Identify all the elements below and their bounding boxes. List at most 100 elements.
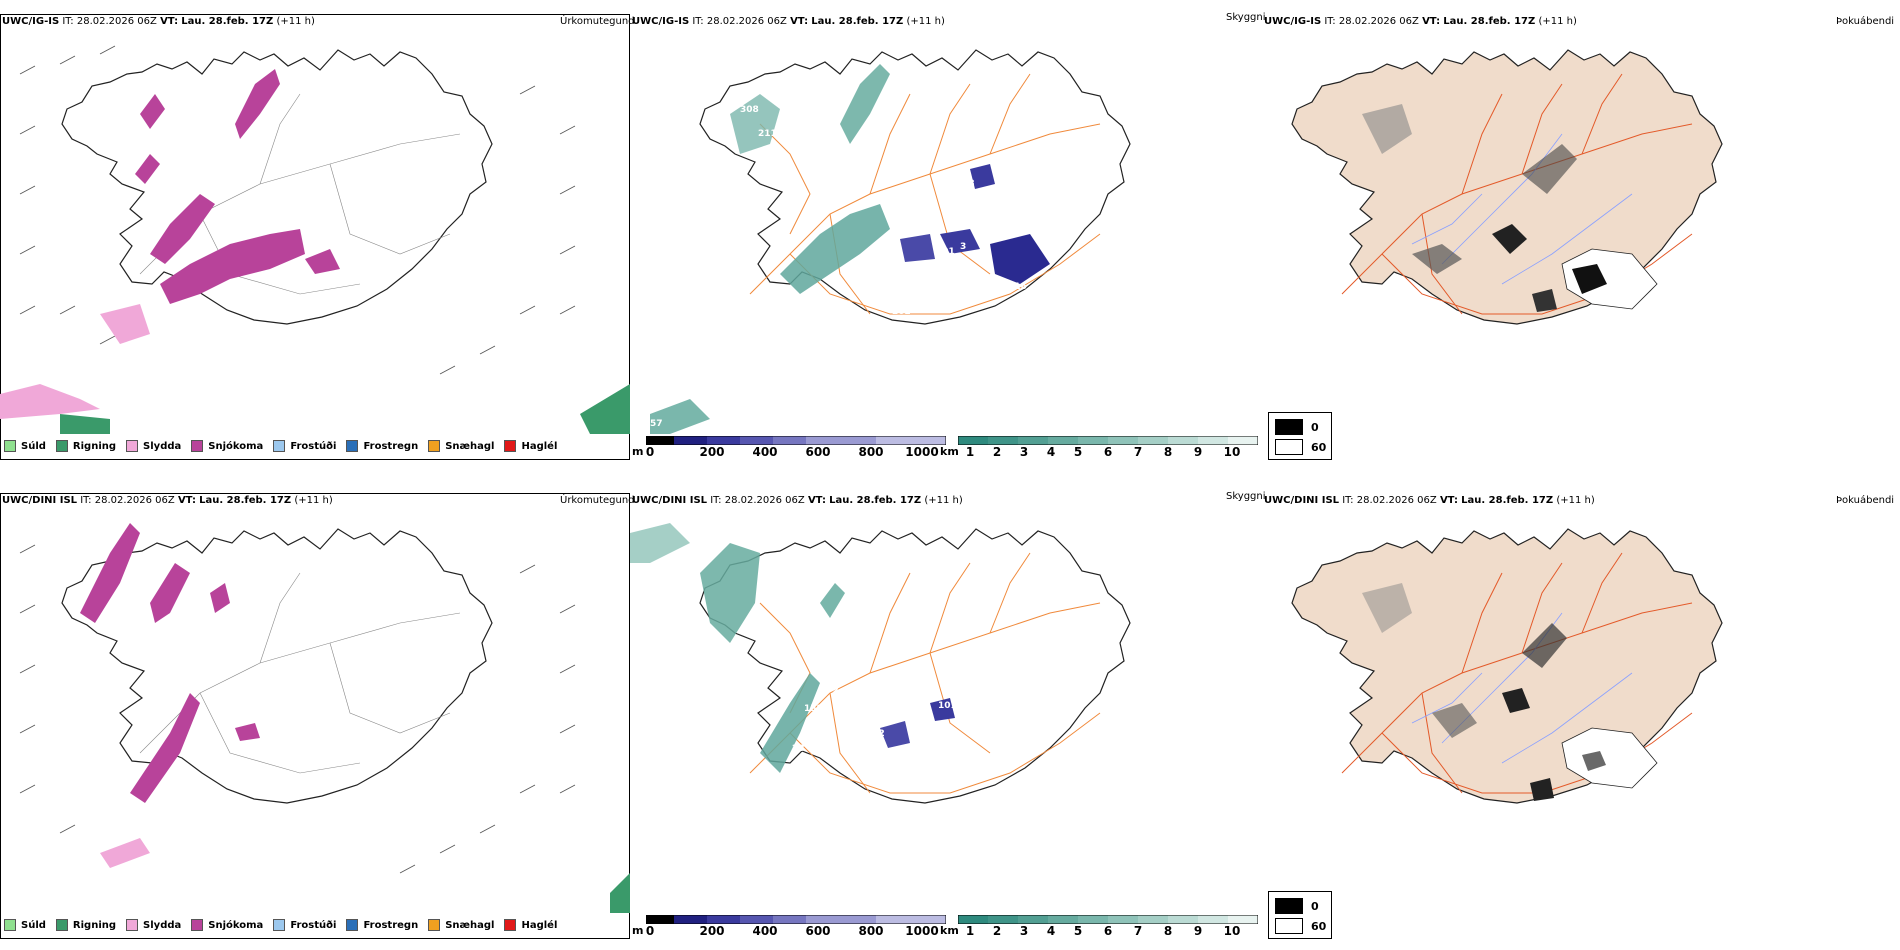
visibility-tick: 7 xyxy=(1133,924,1143,938)
legend-label: Snæhagl xyxy=(445,919,495,931)
panel-title: Úrkomutegund xyxy=(560,16,635,27)
legend-item: Haglél xyxy=(504,440,557,452)
legend-item: Haglél xyxy=(504,919,557,931)
ptype-frame xyxy=(0,14,630,460)
visibility-tick: 8 xyxy=(1163,924,1173,938)
ptype-legend: Súld Rigning Slydda Snjókoma Frostúði Fr… xyxy=(4,916,557,934)
cloud-label: 57 xyxy=(650,419,663,429)
visibility-tick: 7 xyxy=(1133,445,1143,459)
legend-label: Súld xyxy=(21,440,46,452)
cloud-labels: 233 308 211 380 35 302 113 101 3 269 280… xyxy=(650,83,1027,429)
legend-swatch xyxy=(4,440,16,452)
fog-map xyxy=(1291,528,1723,804)
cloud-label: 28 xyxy=(792,744,805,754)
legend-item: Snjókoma xyxy=(191,919,263,931)
visibility-tick: 10 xyxy=(1223,445,1241,459)
ceiling-tick: 1000 xyxy=(905,445,939,459)
wind-barbs xyxy=(19,45,576,375)
ptype-panel-top: UWC/IG-IS IT: 28.02.2026 06Z VT: Lau. 28… xyxy=(0,14,635,469)
legend-label: 60 xyxy=(1311,440,1327,454)
legend-item: Snæhagl xyxy=(428,440,494,452)
legend-swatch xyxy=(273,919,286,931)
cloud-label: 101 xyxy=(936,247,955,257)
visibility-areas xyxy=(650,64,1050,434)
legend-item: Snjókoma xyxy=(191,440,263,452)
wind-barbs xyxy=(19,544,576,874)
panel-title: Úrkomutegund xyxy=(560,495,635,506)
legend-label: Snjókoma xyxy=(208,440,264,452)
cloud-label: 113 xyxy=(956,179,975,189)
cloud-label: 312 xyxy=(922,393,941,403)
ptype-legend: Súld Rigning Slydda Snjókoma Frostúði Fr… xyxy=(4,437,557,455)
ptype-frame xyxy=(0,493,630,939)
legend-label: Frostregn xyxy=(363,440,419,452)
precip-areas xyxy=(0,69,630,434)
cloud-map: 233 308 211 380 35 302 113 101 3 269 280… xyxy=(650,49,1131,434)
panel-header: UWC/IG-IS IT: 28.02.2026 06Z VT: Lau. 28… xyxy=(632,16,945,27)
ceiling-unit: m xyxy=(632,924,644,937)
visibility-tick: 5 xyxy=(1073,445,1083,459)
legend-label: Frostúði xyxy=(290,919,337,931)
cloud-labels: 402 1763 33 472 158 101 242 28 xyxy=(762,566,957,754)
visibility-tick: 2 xyxy=(992,924,1002,938)
panel-title: Skyggni xyxy=(1226,12,1266,23)
legend-swatch xyxy=(4,919,16,931)
ceiling-colorbar-fill xyxy=(646,915,946,924)
legend-item: Slydda xyxy=(126,919,181,931)
panel-header: UWC/DINI ISL IT: 28.02.2026 06Z VT: Lau.… xyxy=(632,495,963,506)
legend-swatch xyxy=(191,440,204,452)
cloud-label: 3 xyxy=(960,242,966,252)
cloud-label: 302 xyxy=(828,197,847,207)
fog-areas xyxy=(1362,104,1658,312)
ceiling-tick: 800 xyxy=(858,445,884,459)
legend-item: Súld xyxy=(4,440,46,452)
legend-item: Frostregn xyxy=(346,919,418,931)
panel-header: UWC/DINI ISL IT: 28.02.2026 06Z VT: Lau.… xyxy=(1264,495,1595,506)
cloud-map: 402 1763 33 472 158 101 242 28 xyxy=(630,523,1131,804)
ceiling-tick: 400 xyxy=(752,445,778,459)
visibility-unit: km xyxy=(940,924,959,937)
legend-label: Snjókoma xyxy=(208,919,264,931)
legend-item: Súld xyxy=(4,919,46,931)
ceiling-tick: 800 xyxy=(858,924,884,938)
fog-areas xyxy=(1362,583,1658,801)
legend-swatch xyxy=(1275,439,1303,455)
cloud-label: 308 xyxy=(740,105,759,115)
legend-label: Frostregn xyxy=(363,919,419,931)
cloud-label: 33 xyxy=(788,656,801,666)
ceiling-unit: m xyxy=(632,445,644,458)
legend-label: 0 xyxy=(1311,420,1319,434)
visibility-tick: 3 xyxy=(1019,924,1029,938)
cloud-label: 402 xyxy=(806,566,825,576)
legend-label: Haglél xyxy=(521,440,558,452)
legend-swatch xyxy=(191,919,204,931)
visibility-tick: 9 xyxy=(1193,924,1203,938)
ptype-map xyxy=(0,45,630,434)
legend-swatch xyxy=(504,919,517,931)
legend-label: Slydda xyxy=(143,919,182,931)
ptype-map xyxy=(19,523,630,913)
cloud-label: 211 xyxy=(758,129,777,139)
ptype-panel-bottom: UWC/DINI ISL IT: 28.02.2026 06Z VT: Lau.… xyxy=(0,493,635,948)
visibility-tick: 1 xyxy=(965,445,975,459)
panel-title: Þokuábendi xyxy=(1836,495,1895,506)
ceiling-tick: 0 xyxy=(645,445,655,459)
rivers xyxy=(1411,133,1633,285)
cloud-panel-top: UWC/IG-IS IT: 28.02.2026 06Z VT: Lau. 28… xyxy=(630,12,1266,469)
legend-label: Haglél xyxy=(521,919,558,931)
legend-swatch xyxy=(346,440,359,452)
fog-legend-bottom: 0 60 xyxy=(1268,891,1332,939)
cloud-label: 233 xyxy=(777,83,796,93)
legend-label: Súld xyxy=(21,919,46,931)
visibility-tick: 6 xyxy=(1103,445,1113,459)
legend-item: Frostúði xyxy=(273,440,336,452)
fog-legend-top: 0 60 xyxy=(1268,412,1332,460)
cloud-label: 1763 xyxy=(762,594,787,604)
legend-swatch xyxy=(126,919,139,931)
legend-swatch xyxy=(346,919,359,931)
legend-item: Rigning xyxy=(55,440,116,452)
legend-swatch xyxy=(504,440,517,452)
panel-header: UWC/IG-IS IT: 28.02.2026 06Z VT: Lau. 28… xyxy=(1264,16,1577,27)
legend-swatch xyxy=(126,440,139,452)
legend-swatch xyxy=(1275,419,1303,435)
